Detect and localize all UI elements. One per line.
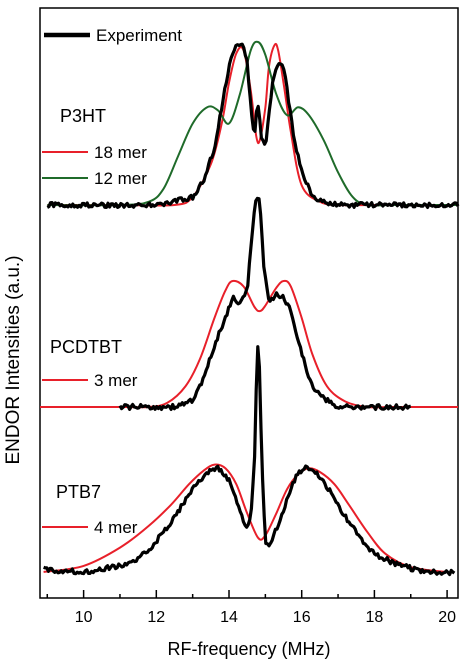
legend-label-12mer: 12 mer (94, 169, 147, 188)
x-tick-label: 18 (366, 609, 384, 626)
x-axis-title: RF-frequency (MHz) (167, 639, 330, 659)
panel-label-p3ht: P3HT (60, 106, 106, 126)
plot-frame (39, 7, 459, 599)
traces-layer (39, 40, 460, 577)
panel-label-pcdtbt: PCDTBT (50, 337, 122, 357)
legend-label-4mer: 4 mer (94, 518, 138, 537)
y-axis-title-wrap: ENDOR Intensities (a.u.) (2, 120, 26, 600)
x-tick-label: 14 (220, 609, 238, 626)
x-tick-label: 12 (147, 609, 165, 626)
series-pcdtbt-3-mer (39, 279, 458, 409)
series-p3ht-12-mer (47, 40, 458, 207)
series-ptb7-experiment (43, 345, 456, 577)
series-ptb7-4-mer (43, 463, 448, 573)
legend-label-experiment: Experiment (96, 26, 182, 45)
legend-label-3mer: 3 mer (94, 371, 138, 390)
x-tick-label: 10 (75, 609, 93, 626)
x-tick-label: 16 (293, 609, 311, 626)
panel-label-ptb7: PTB7 (56, 482, 101, 502)
legend-label-18mer: 18 mer (94, 143, 147, 162)
series-p3ht-experiment (46, 42, 460, 209)
y-axis-title: ENDOR Intensities (a.u.) (3, 255, 24, 465)
x-axis: 10 12 14 16 18 20 (46, 590, 456, 626)
x-tick-label: 20 (438, 609, 456, 626)
series-pcdtbt-experiment (118, 196, 411, 411)
